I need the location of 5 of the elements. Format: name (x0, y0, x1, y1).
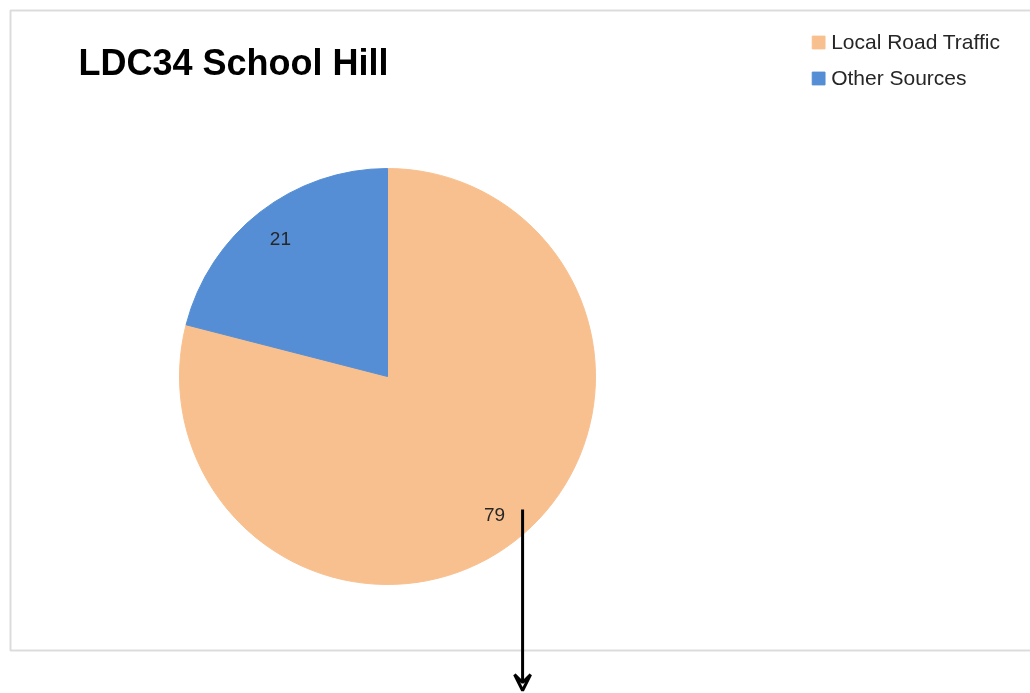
chart-title: LDC34 School Hill (78, 42, 389, 83)
legend-label: Other Sources (831, 66, 967, 90)
data-label: 21 (269, 227, 291, 249)
legend-label: Local Road Traffic (831, 30, 1000, 54)
data-label: 79 (484, 504, 506, 526)
